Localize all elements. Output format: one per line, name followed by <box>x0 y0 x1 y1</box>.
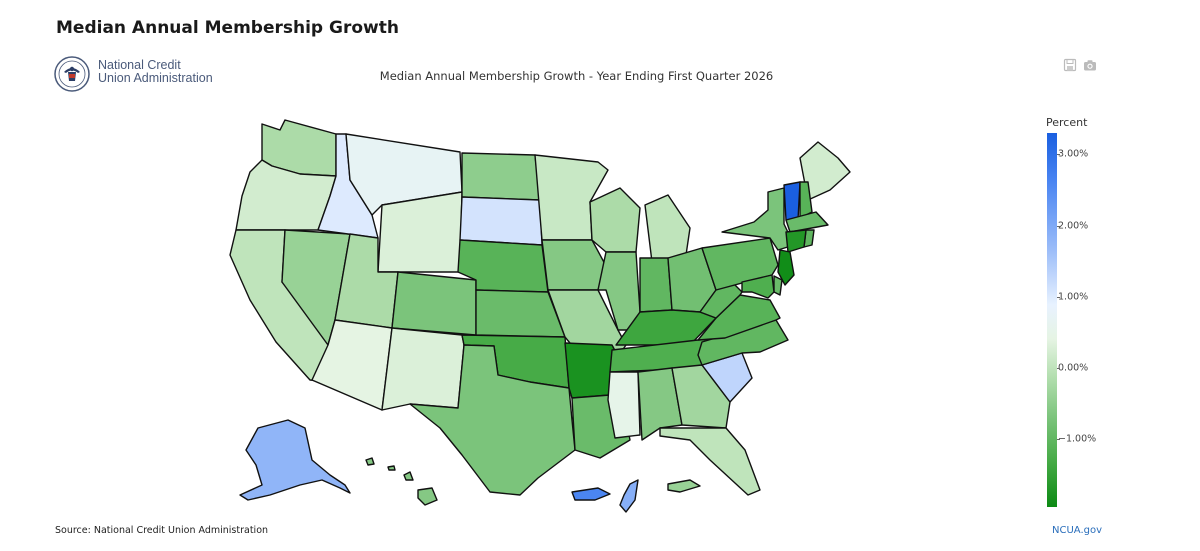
state-hi[interactable] <box>365 457 438 506</box>
state-ak[interactable] <box>239 419 351 501</box>
state-mi[interactable] <box>644 194 691 263</box>
state-ma[interactable] <box>785 211 829 233</box>
state-vt[interactable] <box>783 181 801 221</box>
state-nh[interactable] <box>799 181 813 219</box>
state-wy[interactable] <box>377 191 463 273</box>
colorbar-tick-label: 0.00% <box>1058 362 1089 374</box>
state-vi[interactable] <box>667 479 701 493</box>
state-pa[interactable] <box>701 237 779 291</box>
colorbar-tick-label: 1.00% <box>1058 291 1089 303</box>
state-ia[interactable] <box>541 239 607 291</box>
state-fl[interactable] <box>659 427 761 496</box>
state-wi[interactable] <box>589 187 641 253</box>
state-gu[interactable] <box>619 479 639 513</box>
state-nc[interactable] <box>697 319 789 366</box>
state-co[interactable] <box>391 271 477 336</box>
state-ny[interactable] <box>721 187 795 251</box>
chart-toolbar <box>1063 58 1097 72</box>
logo-text-line2: Union Administration <box>98 71 213 85</box>
colorbar-tick-mark <box>1057 296 1060 298</box>
chart-title: Median Annual Membership Growth - Year E… <box>379 69 774 83</box>
colorbar-tick-label: 2.00% <box>1058 220 1089 232</box>
state-nj[interactable] <box>777 249 795 286</box>
colorbar-tick-mark <box>1057 225 1060 227</box>
state-tx[interactable] <box>409 344 576 496</box>
colorbar-title: Percent <box>1046 116 1088 129</box>
state-in[interactable] <box>639 257 673 313</box>
colorbar-tick-mark <box>1057 368 1060 370</box>
state-ms[interactable] <box>607 371 641 439</box>
state-md[interactable] <box>741 274 775 299</box>
colorbar-tick-mark <box>1057 154 1060 156</box>
colorbar-tick-label: 3.00% <box>1058 148 1089 160</box>
state-az[interactable] <box>311 319 393 411</box>
source-note: Source: National Credit Union Administra… <box>55 525 269 536</box>
logo-text-line1: National Credit <box>98 58 181 72</box>
colorbar-tick-label: −1.00% <box>1058 433 1097 445</box>
state-ct[interactable] <box>785 229 807 253</box>
state-pr[interactable] <box>571 487 611 501</box>
state-nd[interactable] <box>461 152 541 201</box>
state-il[interactable] <box>597 251 641 331</box>
colorbar-tick-mark <box>1057 439 1060 441</box>
state-sd[interactable] <box>459 196 543 246</box>
state-al[interactable] <box>637 367 683 441</box>
page-heading: Median Annual Membership Growth <box>56 18 399 38</box>
state-de[interactable] <box>773 275 783 296</box>
logo-text: National Credit Union Administration <box>98 59 213 85</box>
ncua-seal-logo <box>54 56 90 92</box>
state-nm[interactable] <box>381 327 465 411</box>
state-ga[interactable] <box>671 364 731 429</box>
camera-icon[interactable] <box>1083 58 1097 72</box>
colorbar <box>1047 133 1057 507</box>
ncua-link[interactable]: NCUA.gov <box>1052 525 1103 536</box>
save-icon[interactable] <box>1063 58 1077 72</box>
